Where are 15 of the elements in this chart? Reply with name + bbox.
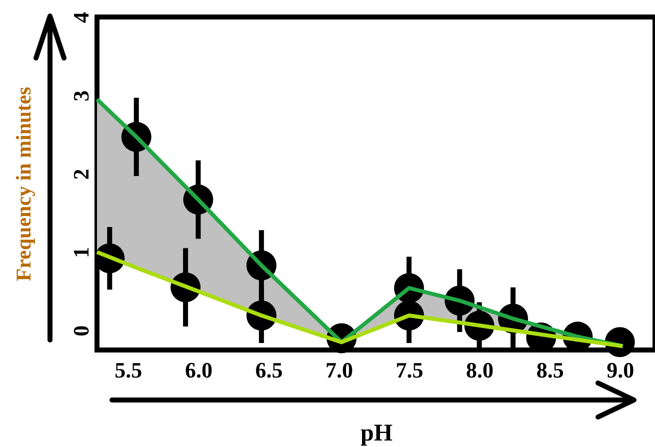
x-tick-label: 9.0 <box>606 358 634 382</box>
x-tick-label: 8.0 <box>466 358 494 382</box>
y-tick-label: 2 <box>68 168 94 180</box>
x-axis-title: pH <box>360 420 393 446</box>
y-tick-label: 0 <box>68 325 94 336</box>
x-tick-label: 6.5 <box>255 358 283 382</box>
y-axis-title: Frequency in minutes <box>12 86 36 282</box>
x-tick-label: 7.5 <box>396 358 424 382</box>
y-tick-label: 1 <box>68 247 94 258</box>
x-tick-label: 5.5 <box>114 358 142 382</box>
y-tick-label: 4 <box>68 12 94 23</box>
x-tick-label: 7.0 <box>326 358 354 382</box>
x-tick-label: 6.0 <box>184 358 212 382</box>
y-tick-label: 3 <box>68 90 94 102</box>
x-tick-label: 8.5 <box>536 358 564 382</box>
